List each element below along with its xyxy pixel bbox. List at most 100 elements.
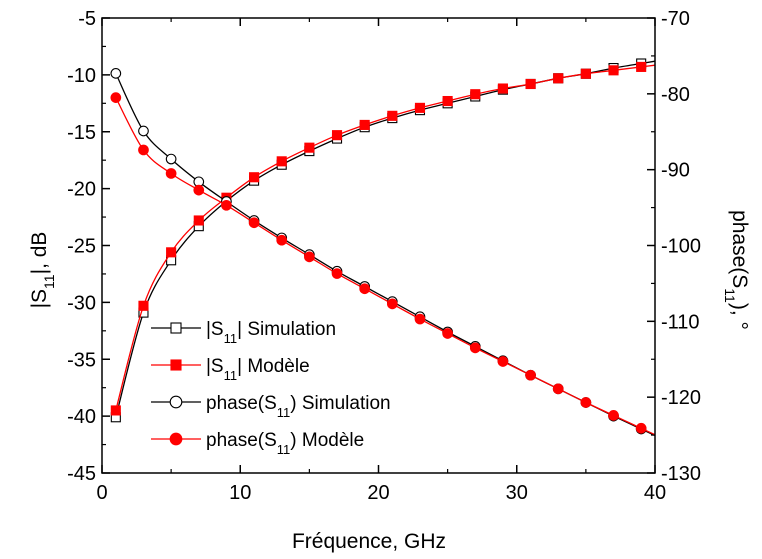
series-line: [115, 73, 656, 437]
y-right-label-suffix: ), °: [728, 303, 751, 330]
series-line: [115, 60, 656, 418]
y-right-tick-label: -100: [661, 236, 701, 258]
legend-label-post: | Modèle: [237, 356, 310, 377]
x-tick-label: 40: [644, 482, 666, 504]
legend-label: |S11| Modèle: [206, 356, 310, 383]
legend-label-pre: phase(S: [206, 393, 277, 414]
data-point-marker: [110, 405, 121, 416]
data-point-marker: [276, 234, 288, 246]
y-left-tick-label: -10: [67, 65, 96, 87]
y-right-tick-label: -70: [661, 8, 690, 30]
data-point-marker: [304, 251, 315, 263]
data-point-marker: [221, 199, 232, 211]
data-point-marker: [608, 410, 619, 421]
data-point-marker: [525, 78, 536, 90]
legend-label-sub: 11: [277, 442, 291, 457]
series-line: [115, 97, 656, 436]
data-point-marker: [165, 153, 177, 165]
y-left-tick-label: -35: [67, 349, 96, 371]
y-left-tick-label: -5: [78, 8, 96, 30]
y-right-label-sub: 11: [722, 288, 738, 303]
y-right-tick-label: -120: [661, 387, 701, 409]
data-point-marker: [138, 300, 149, 311]
data-point-marker: [359, 283, 371, 295]
data-point-marker: [414, 102, 426, 113]
y-right-tick-label: -110: [661, 311, 700, 333]
y-left-label-sub: 11: [41, 274, 57, 289]
data-point-marker: [193, 215, 204, 226]
x-tick-label: 0: [96, 482, 107, 504]
data-point-marker: [497, 83, 508, 94]
legend-label: phase(S11) Simulation: [206, 393, 391, 420]
data-point-marker: [138, 144, 149, 156]
legend-entry: |S11| Modèle: [151, 356, 310, 383]
data-point-marker: [110, 92, 122, 103]
legend-label-sub: 11: [277, 405, 291, 420]
data-point-marker: [553, 73, 564, 84]
data-point-marker: [442, 95, 453, 107]
data-point-marker: [552, 383, 564, 395]
data-point-marker: [470, 89, 481, 100]
series-0: [110, 58, 656, 423]
y-left-tick-label: -30: [67, 292, 96, 314]
data-point-marker: [166, 247, 177, 258]
y-left-tick-label: -15: [67, 122, 96, 144]
x-tick-label: 10: [229, 482, 251, 504]
data-point-marker: [170, 322, 182, 334]
legend-entry: phase(S11) Modèle: [151, 430, 364, 457]
data-point-marker: [387, 110, 398, 121]
data-point-marker: [469, 342, 481, 354]
data-point-marker: [497, 356, 509, 367]
y-axis-label-right: phase(S11), °: [722, 210, 751, 330]
data-point-marker: [170, 359, 182, 371]
x-tick-label: 20: [367, 482, 389, 504]
y-axis-label-left: |S11|, dB: [28, 232, 57, 309]
y-right-tick-label: -80: [661, 84, 690, 106]
legend-label-sub: 11: [224, 368, 238, 383]
legend-label-post: ) Modèle: [290, 430, 364, 451]
data-point-marker: [169, 395, 183, 409]
legend-label-pre: |S: [206, 319, 224, 340]
tick-labels: 0 10 20 30 40 -45 -40 -35 -30 -25 -20 -15 -10 -5 -130 -…: [67, 8, 701, 504]
data-point-marker: [304, 142, 315, 153]
data-point-marker: [169, 432, 183, 446]
legend-entry: phase(S11) Simulation: [151, 393, 391, 420]
y-left-tick-label: -40: [67, 406, 96, 428]
data-point-marker: [580, 397, 592, 408]
x-axis-label: Fréquence, GHz: [292, 530, 446, 553]
legend-label-sub: 11: [224, 331, 238, 346]
series-line: [115, 64, 656, 411]
data-point-marker: [580, 68, 591, 79]
legend-label-pre: |S: [206, 356, 224, 377]
data-point-marker: [635, 422, 647, 434]
data-point-marker: [331, 130, 343, 141]
legend-label: phase(S11) Modèle: [206, 430, 364, 457]
data-point-marker: [386, 298, 398, 310]
series-1: [110, 61, 656, 416]
data-point-marker: [138, 125, 149, 137]
data-point-marker: [249, 172, 260, 183]
y-left-tick-label: -20: [67, 179, 96, 201]
y-left-label-main: |S: [28, 289, 51, 308]
legend-label-post: ) Simulation: [290, 393, 390, 414]
y-right-tick-label: -130: [661, 463, 701, 485]
data-point-marker: [193, 184, 205, 196]
data-point-marker: [414, 313, 426, 325]
y-right-tick-label: -90: [661, 160, 690, 182]
y-left-label-suffix: |, dB: [28, 232, 51, 275]
data-point-marker: [165, 168, 177, 179]
data-point-marker: [442, 328, 453, 339]
data-point-marker: [110, 68, 122, 79]
data-point-marker: [248, 217, 260, 229]
x-tick-label: 30: [506, 482, 528, 504]
data-point-marker: [636, 61, 647, 72]
data-point-marker: [331, 268, 343, 279]
legend-label: |S11| Simulation: [206, 319, 336, 346]
y-left-tick-label: -25: [67, 236, 96, 258]
data-point-marker: [359, 119, 370, 130]
y-left-tick-label: -45: [67, 463, 96, 485]
data-point-marker: [608, 65, 619, 76]
plot-marks: [110, 58, 656, 437]
